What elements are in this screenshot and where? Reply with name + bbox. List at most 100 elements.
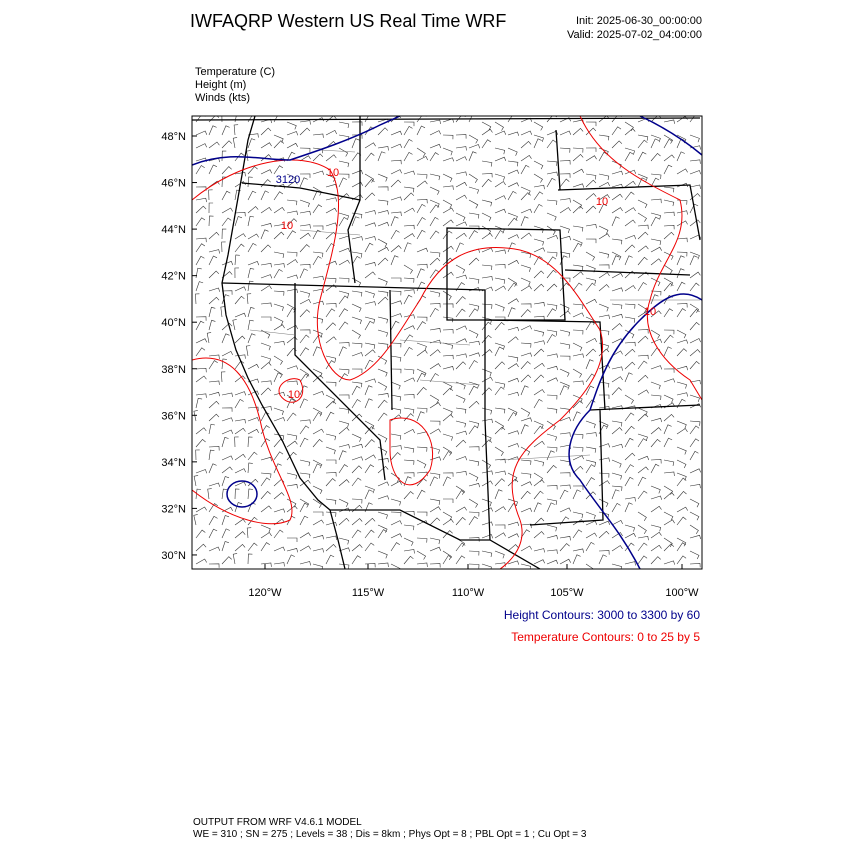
wind-barb bbox=[416, 316, 428, 322]
wind-barb bbox=[416, 537, 428, 543]
wind-barb bbox=[546, 212, 557, 221]
wind-barb bbox=[246, 293, 252, 305]
wind-barb bbox=[429, 363, 441, 370]
wind-barb bbox=[442, 245, 454, 253]
wind-barb bbox=[195, 243, 206, 253]
wind-barb bbox=[377, 238, 388, 248]
wind-barb bbox=[442, 530, 453, 539]
wind-barb bbox=[676, 428, 688, 435]
wind-barb bbox=[494, 147, 506, 155]
wind-barb bbox=[559, 355, 571, 361]
wind-barb bbox=[494, 342, 505, 350]
wind-barb bbox=[572, 242, 582, 253]
wind-barb bbox=[416, 198, 428, 204]
wind-barb bbox=[585, 337, 597, 344]
wind-barb bbox=[676, 199, 688, 205]
wind-barb bbox=[325, 433, 337, 441]
wind-barb bbox=[247, 233, 259, 240]
wind-barb bbox=[520, 285, 532, 292]
wind-barb bbox=[481, 563, 492, 569]
wind-barb bbox=[676, 255, 685, 266]
wind-barb bbox=[442, 511, 453, 521]
wind-barb bbox=[364, 222, 377, 227]
wind-barb bbox=[624, 372, 633, 383]
wind-barb bbox=[455, 485, 465, 495]
wind-barb bbox=[455, 325, 468, 331]
wind-barb bbox=[325, 277, 337, 283]
wind-barb bbox=[468, 425, 479, 435]
lat-label: 40°N bbox=[161, 317, 186, 329]
wind-barb bbox=[572, 529, 583, 539]
wind-barb bbox=[507, 503, 517, 513]
wind-barb bbox=[247, 280, 254, 292]
wind-barb bbox=[403, 428, 415, 435]
wind-barb bbox=[585, 155, 597, 162]
wind-barb bbox=[572, 400, 584, 409]
wind-barb bbox=[429, 119, 441, 125]
wind-barb bbox=[637, 245, 649, 253]
wind-barb bbox=[429, 204, 440, 214]
wind-barb bbox=[195, 267, 202, 279]
wind-barb bbox=[351, 443, 363, 449]
wind-barb bbox=[624, 244, 636, 253]
wind-barb bbox=[273, 508, 286, 513]
wind-barb bbox=[286, 394, 296, 404]
wind-barb bbox=[208, 360, 218, 370]
wind-barb bbox=[338, 277, 350, 283]
wind-barb bbox=[585, 446, 597, 453]
title: IWFAQRP Western US Real Time WRF bbox=[190, 11, 506, 31]
wind-barb bbox=[286, 131, 299, 136]
wind-barb bbox=[351, 477, 362, 487]
wind-barb bbox=[429, 143, 442, 149]
wind-barb bbox=[325, 303, 337, 308]
wind-barb bbox=[559, 385, 568, 396]
wind-barb bbox=[663, 485, 674, 495]
wind-barb bbox=[338, 407, 350, 414]
wind-barb bbox=[637, 354, 649, 360]
wind-barb bbox=[533, 270, 545, 279]
wind-barb bbox=[546, 485, 558, 490]
wind-barb bbox=[481, 376, 493, 383]
wind-barb bbox=[611, 443, 623, 449]
wind-barb bbox=[299, 155, 311, 162]
wind-barb bbox=[403, 491, 414, 500]
wind-barb bbox=[260, 302, 272, 307]
wind-barb bbox=[637, 134, 649, 141]
wind-barb bbox=[390, 159, 402, 165]
wind-barb bbox=[455, 232, 467, 240]
wind-barb bbox=[286, 151, 296, 162]
wind-barb bbox=[338, 479, 350, 487]
wind-barb bbox=[364, 142, 376, 149]
wind-barb bbox=[663, 211, 675, 217]
wind-barb bbox=[390, 245, 402, 253]
wind-barb bbox=[533, 302, 545, 307]
wind-barb bbox=[637, 476, 647, 487]
wind-barb bbox=[403, 459, 415, 465]
wind-barb bbox=[598, 457, 610, 462]
wind-barb bbox=[429, 472, 441, 479]
wind-barb bbox=[260, 206, 272, 214]
wind-barb bbox=[598, 251, 610, 259]
wind-barb bbox=[221, 322, 233, 331]
wind-barb bbox=[273, 463, 282, 474]
wind-barb bbox=[221, 417, 234, 422]
wind-barb bbox=[416, 407, 428, 413]
wind-barb bbox=[520, 232, 532, 240]
wind-barb bbox=[637, 271, 649, 279]
wind-barb bbox=[572, 548, 584, 553]
wind-barb bbox=[442, 185, 454, 190]
wind-barb bbox=[313, 511, 324, 516]
wind-barb bbox=[299, 210, 311, 216]
wind-barb bbox=[338, 420, 349, 428]
wind-barb bbox=[494, 446, 504, 456]
wind-barb bbox=[312, 204, 323, 214]
wind-barb bbox=[312, 407, 323, 417]
wind-barb bbox=[195, 165, 205, 175]
wind-barb bbox=[390, 381, 401, 390]
wind-barb bbox=[390, 368, 402, 374]
wind-barb bbox=[364, 152, 375, 162]
wind-barb bbox=[507, 160, 519, 167]
wind-barb bbox=[611, 126, 622, 136]
wind-barb bbox=[559, 459, 571, 466]
wind-barb bbox=[585, 373, 596, 383]
